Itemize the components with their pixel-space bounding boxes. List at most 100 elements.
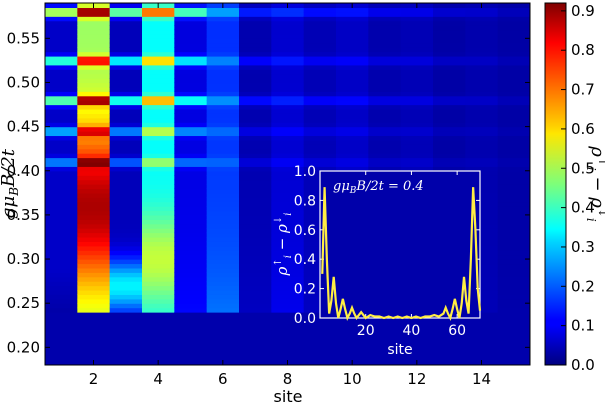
- heatmap-cell: [433, 131, 466, 137]
- heatmap-cell: [303, 42, 337, 48]
- heatmap-cell: [400, 69, 434, 75]
- heatmap-cell: [239, 38, 272, 44]
- heatmap-cell: [109, 64, 143, 70]
- heatmap-cell: [239, 69, 272, 75]
- heatmap-cell: [109, 250, 143, 256]
- heatmap-cell: [271, 329, 305, 335]
- heatmap-cell: [45, 104, 78, 110]
- heatmap-cell: [142, 73, 175, 79]
- heatmap-cell: [239, 197, 272, 203]
- heatmap-cell: [368, 104, 402, 110]
- heatmap-cell: [142, 157, 175, 163]
- heatmap-cell: [303, 38, 337, 44]
- heatmap-cell: [142, 214, 175, 220]
- heatmap-cell: [239, 206, 272, 212]
- heatmap-cell: [45, 214, 78, 220]
- heatmap-cell: [142, 272, 175, 278]
- heatmap-cell: [239, 254, 272, 260]
- heatmap-cell: [497, 254, 530, 260]
- heatmap-cell: [303, 33, 337, 39]
- heatmap-cell: [142, 232, 175, 238]
- heatmap-cell: [465, 329, 499, 335]
- heatmap-cell: [433, 135, 466, 141]
- heatmap-cell: [45, 356, 78, 362]
- heatmap-cell: [271, 228, 305, 234]
- heatmap-cell: [239, 232, 272, 238]
- heatmap-cell: [368, 25, 402, 31]
- heatmap-cell: [206, 259, 240, 265]
- heatmap-cell: [142, 126, 175, 132]
- heatmap-cell: [109, 11, 143, 17]
- heatmap-cell: [271, 73, 305, 79]
- heatmap-cell: [497, 95, 530, 101]
- heatmap-cell: [142, 245, 175, 251]
- heatmap-cell: [336, 135, 369, 141]
- heatmap-cell: [271, 294, 305, 300]
- heatmap-cell: [142, 289, 175, 295]
- heatmap-cell: [336, 351, 369, 357]
- heatmap-cell: [142, 192, 175, 198]
- heatmap-cell: [206, 329, 240, 335]
- heatmap-cell: [142, 263, 175, 269]
- heatmap-cell: [497, 219, 530, 225]
- heatmap-cell: [77, 214, 111, 220]
- heatmap-cell: [45, 20, 78, 26]
- heatmap-cell: [206, 206, 240, 212]
- heatmap-cell: [497, 267, 530, 273]
- main-x-axis-label: site: [274, 387, 303, 406]
- heatmap-cell: [206, 241, 240, 247]
- heatmap-cell: [174, 144, 208, 150]
- heatmap-cell: [109, 166, 143, 172]
- heatmap-cell: [400, 55, 434, 61]
- heatmap-cell: [206, 148, 240, 154]
- heatmap-cell: [109, 347, 143, 353]
- heatmap-cell: [174, 259, 208, 265]
- heatmap-cell: [239, 245, 272, 251]
- heatmap-cell: [206, 69, 240, 75]
- heatmap-cell: [368, 135, 402, 141]
- heatmap-cell: [109, 197, 143, 203]
- heatmap-cell: [109, 254, 143, 260]
- heatmap-cell: [271, 69, 305, 75]
- heatmap-cell: [77, 298, 111, 304]
- main-y-tick-label: 0.25: [7, 294, 40, 312]
- main-x-tick-label: 6: [218, 370, 228, 388]
- heatmap-cell: [336, 334, 369, 340]
- heatmap-cell: [336, 91, 369, 97]
- heatmap-cell: [239, 289, 272, 295]
- heatmap-cell: [239, 334, 272, 340]
- heatmap-cell: [271, 148, 305, 154]
- heatmap-cell: [77, 166, 111, 172]
- heatmap-cell: [109, 303, 143, 309]
- heatmap-cell: [174, 25, 208, 31]
- heatmap-cell: [271, 166, 305, 172]
- heatmap-cell: [239, 161, 272, 167]
- heatmap-cell: [336, 122, 369, 128]
- heatmap-cell: [368, 325, 402, 331]
- heatmap-cell: [109, 342, 143, 348]
- heatmap-cell: [239, 55, 272, 61]
- heatmap-cell: [368, 148, 402, 154]
- heatmap-cell: [497, 3, 530, 9]
- heatmap-cell: [109, 281, 143, 287]
- heatmap-cell: [400, 338, 434, 344]
- heatmap-cell: [239, 25, 272, 31]
- heatmap-cell: [271, 303, 305, 309]
- heatmap-cell: [45, 219, 78, 225]
- heatmap-cell: [142, 184, 175, 190]
- heatmap-cell: [206, 232, 240, 238]
- heatmap-cell: [45, 179, 78, 185]
- heatmap-cell: [77, 281, 111, 287]
- heatmap-cell: [368, 320, 402, 326]
- heatmap-cell: [142, 351, 175, 357]
- heatmap-cell: [142, 51, 175, 57]
- heatmap-cell: [45, 338, 78, 344]
- heatmap-cell: [174, 55, 208, 61]
- heatmap-cell: [271, 254, 305, 260]
- heatmap-cell: [497, 86, 530, 92]
- heatmap-cell: [368, 29, 402, 35]
- heatmap-cell: [336, 325, 369, 331]
- heatmap-cell: [497, 351, 530, 357]
- heatmap-cell: [206, 64, 240, 70]
- heatmap-cell: [465, 192, 499, 198]
